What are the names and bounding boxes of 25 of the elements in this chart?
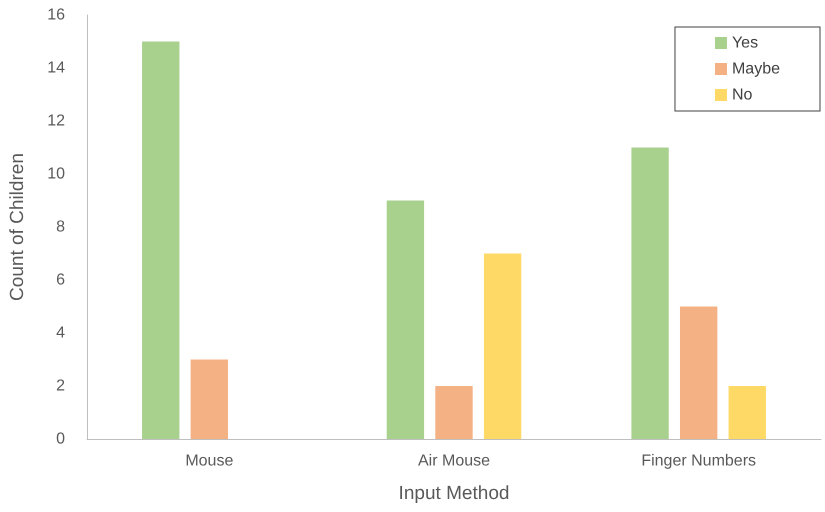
y-tick-label: 12 bbox=[47, 112, 66, 130]
y-tick-label: 0 bbox=[56, 430, 66, 448]
legend-label: Yes bbox=[732, 34, 758, 52]
legend-label: No bbox=[732, 86, 753, 104]
bar bbox=[631, 148, 669, 439]
legend-label: Maybe bbox=[732, 60, 780, 78]
y-axis-title: Count of Children bbox=[7, 153, 28, 301]
bar bbox=[386, 200, 424, 439]
y-tick-label: 8 bbox=[56, 218, 66, 236]
y-tick-label: 4 bbox=[56, 324, 66, 342]
y-tick-label: 14 bbox=[47, 60, 66, 76]
y-tick-label: 10 bbox=[47, 166, 66, 182]
x-tick-label: Air Mouse bbox=[418, 452, 490, 470]
bar bbox=[142, 42, 180, 439]
bar bbox=[484, 254, 522, 439]
bar bbox=[680, 306, 718, 439]
x-tick-label: Finger Numbers bbox=[641, 452, 756, 470]
bar bbox=[190, 360, 228, 439]
bar bbox=[728, 386, 766, 439]
y-tick-label: 16 bbox=[47, 6, 66, 24]
y-tick-label: 2 bbox=[56, 378, 66, 394]
y-tick-label: 6 bbox=[56, 272, 66, 288]
x-tick-label: Mouse bbox=[185, 452, 234, 470]
x-axis-title: Input Method bbox=[398, 483, 510, 504]
bar bbox=[435, 386, 473, 439]
